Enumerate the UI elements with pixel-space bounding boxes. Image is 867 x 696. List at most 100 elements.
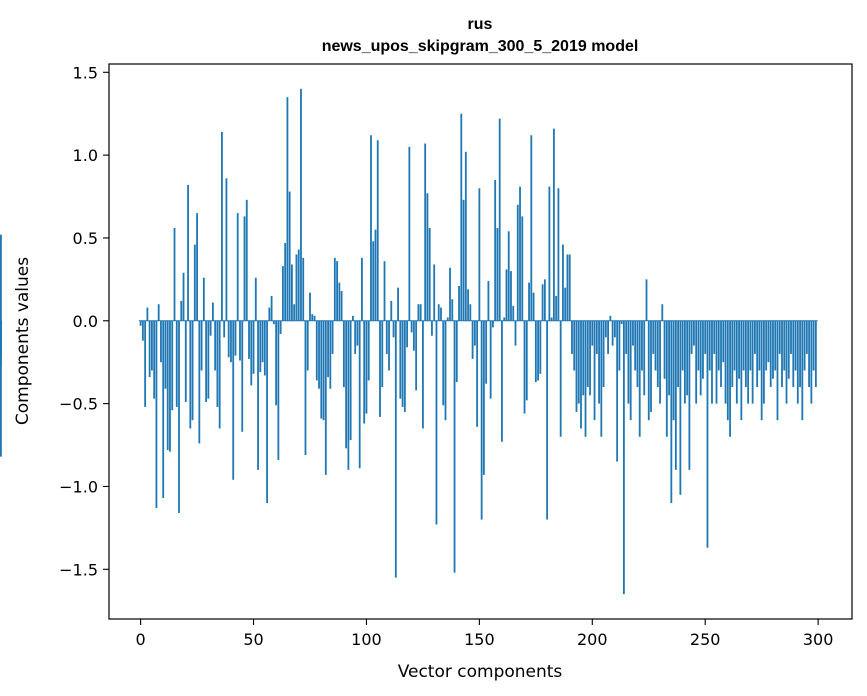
bar-249: [702, 320, 704, 379]
bar-155: [489, 320, 492, 399]
bar-148: [473, 320, 476, 346]
bar-225: [647, 320, 650, 421]
bar-250: [704, 320, 707, 354]
bar-132: [437, 304, 440, 321]
bar-230: [659, 320, 661, 404]
bar-257: [720, 320, 722, 388]
bar-133: [440, 307, 442, 321]
bar-158: [496, 228, 499, 321]
x-tick-label-250: 250: [690, 630, 721, 649]
bar-181: [548, 186, 551, 321]
bar-39: [227, 320, 230, 358]
bar-91: [345, 320, 348, 449]
bar-266: [740, 320, 743, 421]
bar-226: [650, 320, 652, 412]
bar-113: [394, 320, 397, 578]
bar-209: [611, 320, 614, 346]
bar-100: [365, 320, 368, 414]
bar-280: [772, 320, 774, 379]
bar-28: [202, 277, 205, 321]
bar-33: [214, 320, 217, 371]
bar-3: [146, 307, 149, 321]
bar-142: [460, 113, 463, 321]
bar-213: [620, 320, 623, 325]
bar-244: [690, 320, 693, 354]
bar-252: [708, 320, 711, 371]
bar-123: [417, 304, 420, 321]
bar-193: [575, 320, 578, 412]
bar-137: [449, 267, 451, 321]
bar-134: [442, 320, 445, 406]
bar-41: [232, 320, 235, 480]
bar-259: [724, 320, 727, 404]
bar-254: [713, 320, 716, 354]
bar-268: [744, 320, 747, 388]
bar-119: [408, 146, 411, 321]
bar-50: [252, 320, 255, 374]
bar-285: [783, 320, 786, 371]
bar-191: [571, 320, 573, 354]
bar-4: [148, 320, 151, 378]
bar-17: [178, 320, 180, 513]
bar-101: [367, 320, 370, 381]
bar-11: [164, 320, 167, 389]
bar-76: [311, 314, 314, 321]
bar-281: [774, 320, 777, 371]
bar-23: [191, 320, 194, 421]
bar-174: [532, 292, 535, 321]
bar-201: [593, 320, 596, 421]
bar-117: [403, 320, 406, 412]
bar-199: [589, 320, 591, 396]
bar-72: [302, 257, 305, 321]
bar-81: [322, 320, 325, 421]
bar-130: [433, 264, 436, 321]
bar-120: [410, 320, 413, 333]
bar-242: [686, 320, 689, 396]
bar-294: [803, 320, 806, 371]
bar-57: [268, 307, 271, 321]
bar-206: [604, 320, 607, 338]
bar-227: [652, 320, 655, 354]
y-axis-label: Components values: [13, 257, 33, 425]
bar-55: [263, 320, 266, 376]
bar-200: [591, 320, 594, 346]
bar-97: [358, 320, 361, 469]
bar-67: [291, 264, 293, 321]
bar-2: [144, 320, 147, 407]
bar-208: [609, 315, 612, 321]
bar-44: [239, 320, 241, 361]
x-tick-label-0: 0: [136, 630, 146, 649]
bar-94: [352, 315, 354, 321]
bar-73: [304, 320, 307, 455]
bar-9: [160, 320, 162, 363]
y-tick-label-2: −0.5: [59, 395, 98, 414]
bar-184: [555, 295, 558, 321]
bar-66: [288, 191, 291, 321]
bar-170: [523, 320, 526, 414]
bar-168: [519, 186, 521, 321]
bar-289: [792, 320, 795, 388]
bar-106: [379, 320, 381, 417]
bar-64: [284, 242, 287, 321]
bar-143: [462, 199, 465, 321]
bar-116: [401, 320, 404, 407]
bar-274: [758, 320, 761, 371]
bar-164: [510, 271, 512, 321]
bar-series: [0, 88, 817, 595]
bar-207: [607, 320, 609, 354]
bar-182: [550, 317, 553, 321]
bar-112: [392, 320, 395, 338]
bar-110: [388, 320, 390, 371]
bar-238: [677, 320, 680, 388]
bar-156: [492, 320, 494, 328]
bar-5: [151, 320, 153, 371]
bar-175: [534, 320, 537, 383]
bar-6: [153, 320, 156, 399]
bar-131: [435, 320, 438, 525]
bar-13: [169, 320, 171, 452]
bar-153: [485, 320, 488, 384]
bar-264: [735, 320, 738, 404]
bar-34: [216, 320, 219, 407]
bar-229: [656, 320, 659, 388]
bar-237: [674, 320, 677, 470]
